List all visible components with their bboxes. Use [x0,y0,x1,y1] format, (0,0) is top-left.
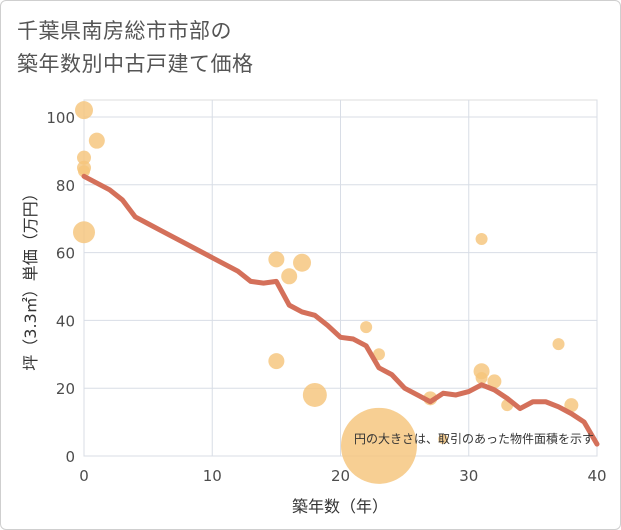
x-tick-label: 30 [459,467,478,485]
x-tick-label: 20 [331,467,350,485]
grid-lines [83,100,598,457]
scatter-point [88,132,105,149]
scatter-point [564,398,579,413]
scatter-point [293,253,312,272]
x-tick-labels: 0 10 20 30 40 [79,467,606,485]
chart-title-line-1: 千葉県南房総市市部の [17,19,232,43]
scatter-point [302,382,327,407]
y-tick-label: 60 [56,245,75,263]
scatter-point [75,101,93,120]
scatter-point [340,407,417,484]
scatter-point [475,233,488,246]
x-axis-label: 築年数（年） [292,497,388,516]
scatter-point [475,372,488,385]
scatter-point [268,353,285,370]
scatter-point [372,348,385,361]
y-axis-label: 坪（3.3㎡）単価（万円） [21,185,40,370]
y-tick-label: 100 [46,109,75,127]
scatter-point [77,150,91,165]
scatter-point [360,321,373,334]
y-tick-labels: 0 20 40 60 80 100 [46,109,75,466]
average-line [81,173,600,447]
y-tick-label: 80 [56,177,75,195]
y-tick-label: 0 [65,448,75,466]
scatter-point [281,268,298,285]
scatter-point [268,251,285,268]
chart-title-line-2: 築年数別中古戸建て価格 [17,52,254,76]
x-tick-label: 10 [203,467,222,485]
scatter-point [487,374,502,389]
scatter-point [438,434,449,445]
scatter-point [73,221,95,244]
chart-title: 千葉県南房総市市部の 築年数別中古戸建て価格 [17,15,577,81]
y-tick-label: 40 [56,312,75,330]
scatter-point [78,165,90,178]
scatter-point [552,338,565,351]
size-annotation: 円の大きさは、取引のあった物件面積を示す [354,431,594,446]
x-tick-label: 40 [587,467,606,485]
y-tick-label: 20 [56,380,75,398]
series-line [81,173,600,447]
x-tick-label: 0 [79,467,89,485]
